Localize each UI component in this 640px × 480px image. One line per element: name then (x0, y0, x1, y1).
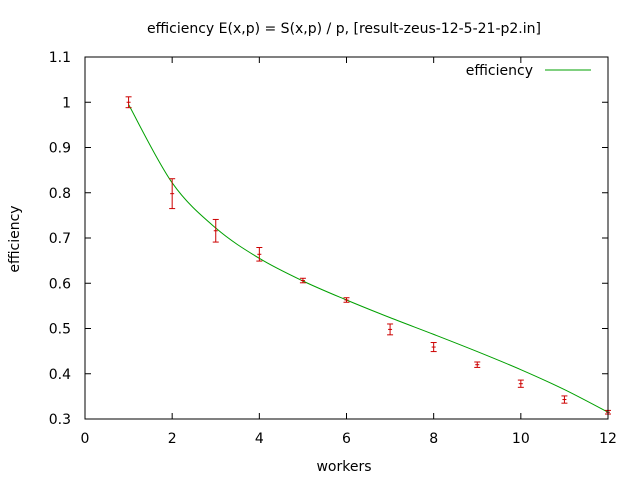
errorbar-point (256, 247, 263, 262)
plot-frame (84, 56, 609, 420)
y-tick-label: 0.7 (49, 231, 71, 247)
y-tick-label: 0.5 (49, 322, 71, 338)
x-tick-label: 0 (81, 431, 90, 447)
errorbar-point (343, 297, 350, 303)
chart-title: efficiency E(x,p) = S(x,p) / p, [result-… (147, 21, 541, 37)
y-tick-label: 0.6 (49, 276, 71, 292)
x-tick-label: 2 (168, 431, 177, 447)
y-axis-label: efficiency (7, 205, 23, 272)
y-tick-label: 1 (62, 95, 71, 111)
errorbar-point (169, 178, 176, 210)
errorbar-point (430, 342, 437, 353)
errorbar-point (387, 323, 394, 336)
y-tick-label: 0.8 (49, 186, 71, 202)
x-axis-label: workers (316, 459, 371, 475)
errorbar-point (212, 218, 219, 243)
errorbar-point (299, 277, 306, 284)
errorbar-point (517, 379, 524, 388)
ticks-layer: 0 2 4 6 8 10 12 0.3 0.4 0.5 0.6 0.7 0.8 0.9 1 1.1 (49, 50, 617, 447)
legend: efficiency (466, 63, 591, 79)
series-layer (125, 96, 611, 415)
x-tick-label: 10 (512, 431, 530, 447)
y-tick-label: 0.3 (49, 412, 71, 428)
x-tick-label: 4 (255, 431, 264, 447)
y-tick-label: 0.4 (49, 367, 71, 383)
y-tick-label: 0.9 (49, 141, 71, 157)
x-tick-label: 8 (429, 431, 438, 447)
y-tick-label: 1.1 (49, 50, 71, 66)
legend-label: efficiency (466, 63, 533, 79)
errorbar-point (125, 96, 132, 109)
efficiency-fit-line (128, 104, 609, 413)
x-tick-label: 12 (599, 431, 617, 447)
errorbar-point (561, 395, 568, 404)
x-tick-label: 6 (342, 431, 351, 447)
errorbar-point (474, 361, 481, 368)
